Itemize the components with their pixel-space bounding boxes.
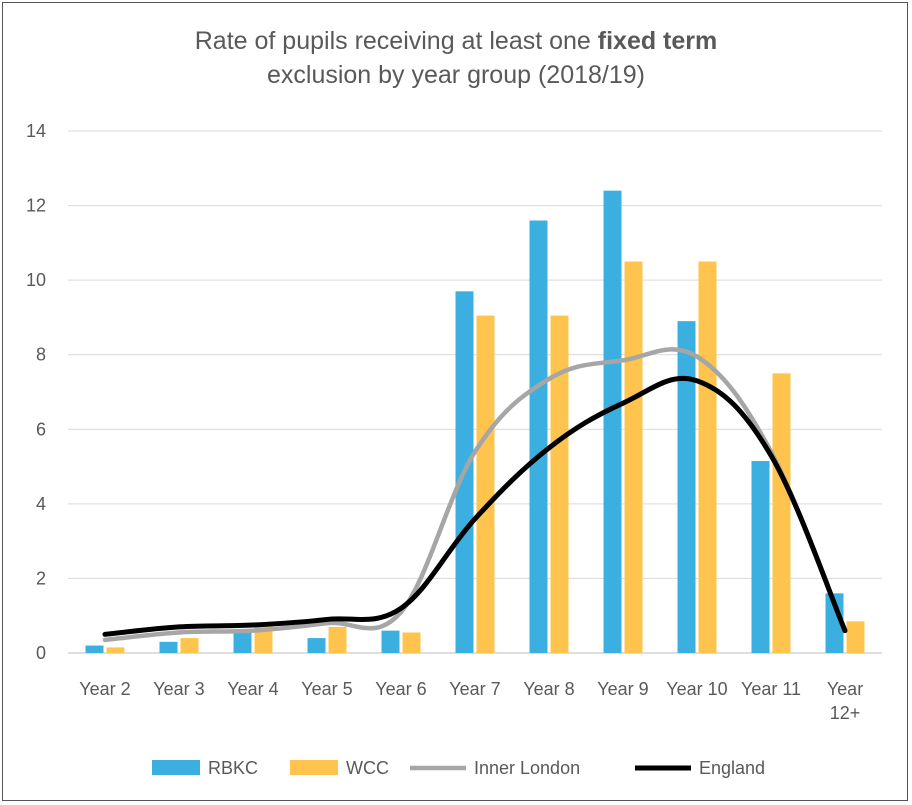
chart-title-bold: fixed term bbox=[597, 27, 718, 55]
bar-wcc bbox=[846, 621, 865, 653]
x-tick-label: Year 3 bbox=[153, 679, 204, 699]
y-tick-label: 14 bbox=[26, 121, 46, 141]
bar-rbkc bbox=[85, 645, 104, 653]
legend-label-inner-london: Inner London bbox=[474, 758, 580, 778]
x-tick-label: Year 5 bbox=[301, 679, 352, 699]
y-tick-label: 8 bbox=[36, 345, 46, 365]
line-england bbox=[102, 375, 848, 637]
bar-rbkc bbox=[751, 460, 770, 653]
bar-rbkc bbox=[603, 190, 622, 653]
y-tick-label: 6 bbox=[36, 419, 46, 439]
x-tick-label: 12+ bbox=[830, 703, 861, 723]
y-tick-label: 12 bbox=[26, 196, 46, 216]
bar-wcc bbox=[476, 315, 495, 653]
bar-rbkc bbox=[159, 641, 178, 653]
x-tick-label: Year 8 bbox=[523, 679, 574, 699]
bar-wcc bbox=[106, 647, 125, 653]
legend-swatch-wcc bbox=[290, 760, 338, 775]
legend-label-england: England bbox=[699, 758, 765, 778]
bar-rbkc bbox=[529, 220, 548, 653]
bar-rbkc bbox=[825, 593, 844, 653]
y-tick-label: 2 bbox=[36, 568, 46, 588]
bar-wcc bbox=[328, 626, 347, 653]
x-tick-label: Year 10 bbox=[666, 679, 727, 699]
x-tick-label: Year bbox=[827, 679, 863, 699]
bar-wcc bbox=[698, 261, 717, 653]
x-tick-label: Year 9 bbox=[597, 679, 648, 699]
y-tick-label: 10 bbox=[26, 270, 46, 290]
x-tick-label: Year 2 bbox=[79, 679, 130, 699]
legend-label-wcc: WCC bbox=[346, 758, 389, 778]
bar-wcc bbox=[550, 315, 569, 653]
bar-wcc bbox=[624, 261, 643, 653]
bar-rbkc bbox=[381, 630, 400, 653]
x-tick-label: Year 4 bbox=[227, 679, 278, 699]
x-tick-label: Year 6 bbox=[375, 679, 426, 699]
chart-title-line2: exclusion by year group (2018/19) bbox=[266, 61, 645, 89]
chart-title: Rate of pupils receiving at least one fi… bbox=[0, 24, 912, 92]
x-tick-label: Year 11 bbox=[741, 679, 801, 699]
bar-wcc bbox=[402, 632, 421, 653]
bar-rbkc bbox=[307, 638, 326, 653]
line-inner-london bbox=[102, 347, 848, 643]
y-tick-label: 4 bbox=[36, 494, 46, 514]
bar-rbkc bbox=[233, 632, 252, 653]
legend-label-rbkc: RBKC bbox=[208, 758, 258, 778]
chart-title-prefix: Rate of pupils receiving at least one bbox=[194, 27, 598, 55]
bar-rbkc bbox=[677, 321, 696, 653]
bar-wcc bbox=[772, 373, 791, 653]
chart-title-line1: Rate of pupils receiving at least one fi… bbox=[0, 24, 912, 58]
y-tick-label: 0 bbox=[36, 643, 46, 663]
x-tick-label: Year 7 bbox=[449, 679, 500, 699]
legend-swatch-rbkc bbox=[152, 760, 200, 775]
bar-wcc bbox=[180, 638, 199, 653]
